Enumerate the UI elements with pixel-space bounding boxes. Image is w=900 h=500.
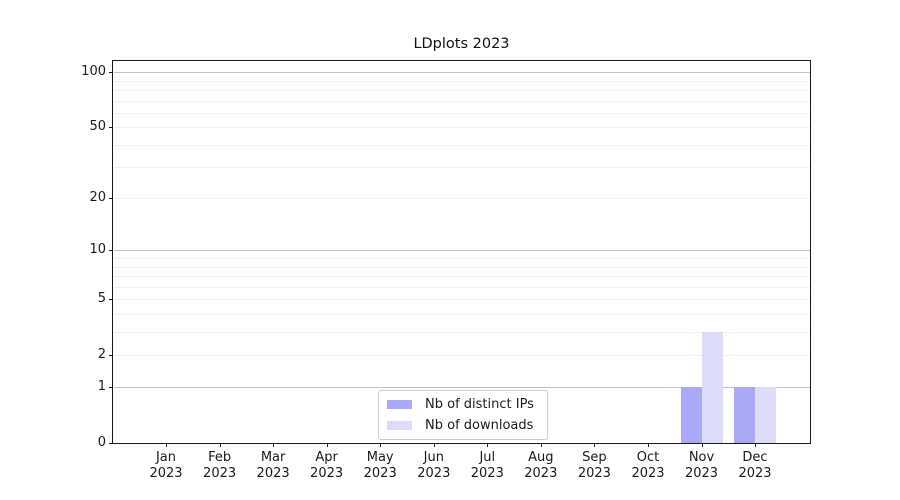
legend-swatch-downloads — [387, 421, 412, 430]
x-tick-mark — [701, 443, 703, 447]
x-tick-label: Mar 2023 — [256, 450, 290, 481]
bar-distinct-ips-nov — [680, 387, 702, 443]
minor-gridline — [114, 266, 810, 268]
x-tick-label: Jul 2023 — [470, 450, 504, 481]
y-tick-mark — [109, 299, 113, 300]
minor-gridline — [114, 258, 810, 259]
minor-gridline — [114, 286, 810, 288]
y-tick-mark — [109, 127, 113, 129]
x-tick-mark — [540, 443, 542, 447]
x-tick-mark — [273, 443, 275, 447]
minor-gridline — [114, 198, 810, 200]
x-tick-mark — [487, 443, 489, 447]
x-tick-mark — [594, 443, 596, 447]
x-tick-mark — [380, 443, 382, 447]
x-tick-mark — [648, 443, 649, 447]
minor-gridline — [114, 313, 810, 315]
minor-gridline — [114, 100, 810, 102]
y-tick-label: 2 — [97, 346, 106, 362]
chart-title: LDplots 2023 — [413, 36, 510, 52]
y-tick-mark — [109, 250, 113, 252]
x-tick-mark — [166, 443, 167, 447]
x-tick-label: Dec 2023 — [738, 450, 772, 481]
y-tick-mark — [109, 354, 113, 356]
y-tick-mark — [109, 443, 113, 444]
y-tick-mark — [109, 387, 113, 389]
x-tick-label: Apr 2023 — [310, 450, 344, 481]
x-tick-label: Aug 2023 — [524, 450, 558, 481]
major-gridline — [114, 387, 810, 389]
y-tick-label: 50 — [89, 119, 106, 135]
minor-gridline — [114, 112, 810, 114]
x-tick-label: Jun 2023 — [417, 450, 451, 481]
minor-gridline — [114, 89, 810, 91]
bar-distinct-ips-dec — [734, 387, 755, 443]
legend-item-distinct-ips: Nb of distinct IPs — [387, 395, 539, 414]
x-tick-label: Oct 2023 — [631, 450, 665, 481]
x-tick-mark — [219, 443, 221, 447]
minor-gridline — [114, 144, 810, 146]
legend-label-distinct-ips: Nb of distinct IPs — [425, 397, 534, 412]
y-tick-mark — [109, 72, 113, 74]
minor-gridline — [114, 299, 810, 300]
y-tick-label: 0 — [97, 435, 106, 450]
minor-gridline — [114, 354, 810, 356]
x-tick-mark — [433, 443, 435, 447]
legend-swatch-distinct-ips — [387, 400, 412, 409]
major-gridline — [114, 250, 810, 252]
major-gridline — [114, 72, 810, 74]
y-tick-mark — [109, 198, 113, 200]
legend: Nb of distinct IPs Nb of downloads — [378, 390, 548, 440]
x-tick-label: Sep 2023 — [577, 450, 611, 481]
x-tick-mark — [326, 443, 328, 447]
y-tick-label: 20 — [89, 190, 106, 206]
x-tick-label: Feb 2023 — [203, 450, 237, 481]
y-tick-label: 5 — [97, 291, 106, 306]
legend-item-downloads: Nb of downloads — [387, 416, 539, 435]
minor-gridline — [114, 167, 810, 169]
x-tick-label: Nov 2023 — [684, 450, 719, 481]
bar-downloads-nov — [701, 331, 723, 443]
minor-gridline — [114, 127, 810, 129]
bar-downloads-dec — [755, 387, 776, 443]
x-tick-label: Jan 2023 — [149, 450, 183, 481]
y-tick-label: 100 — [81, 64, 106, 80]
minor-gridline — [114, 331, 810, 333]
legend-label-downloads: Nb of downloads — [425, 418, 534, 433]
y-tick-label: 10 — [89, 242, 106, 258]
minor-gridline — [114, 80, 810, 82]
x-tick-mark — [755, 443, 756, 447]
minor-gridline — [114, 275, 810, 277]
y-tick-label: 1 — [97, 379, 106, 395]
x-tick-label: May 2023 — [363, 450, 397, 481]
